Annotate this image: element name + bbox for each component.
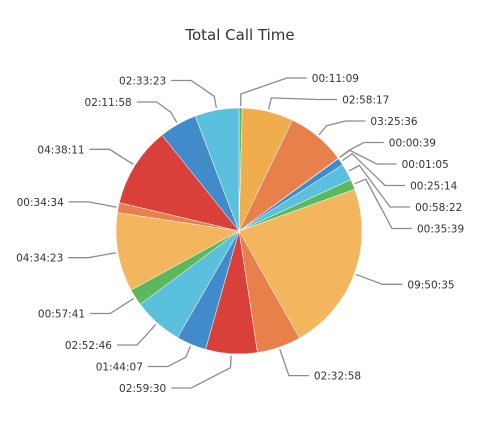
leader-line-3 [339, 141, 384, 158]
slice-label-4: 00:01:05 [402, 159, 449, 171]
pie-leader-lines [68, 77, 412, 389]
leader-line-7 [354, 178, 412, 230]
leader-line-18 [171, 79, 218, 109]
leader-line-15 [68, 201, 117, 208]
leader-line-2 [318, 120, 366, 136]
slice-label-12: 02:52:46 [65, 340, 112, 352]
leader-line-4 [339, 149, 397, 165]
slice-label-17: 02:11:58 [85, 97, 132, 109]
slice-label-7: 00:35:39 [417, 224, 464, 236]
slice-label-0: 00:11:09 [312, 73, 359, 85]
slice-label-10: 02:59:30 [119, 383, 166, 395]
leader-line-0 [240, 77, 307, 107]
slice-label-6: 00:58:22 [415, 202, 462, 214]
slice-label-1: 02:58:17 [342, 95, 389, 107]
slice-label-9: 02:32:58 [314, 371, 361, 383]
slice-label-3: 00:00:39 [389, 138, 436, 150]
leader-line-6 [348, 164, 411, 208]
slice-label-16: 04:38:11 [37, 144, 84, 156]
leader-line-1 [267, 97, 338, 110]
slice-label-11: 01:44:07 [96, 362, 143, 374]
slice-label-8: 09:50:35 [407, 279, 454, 291]
leader-line-17 [136, 101, 178, 123]
pie-labels: 00:11:09 02:58:17 03:25:36 00:00:39 00:01:05… [16, 73, 464, 395]
leader-line-16 [89, 148, 134, 165]
slice-label-18: 02:33:23 [119, 76, 166, 88]
leader-line-12 [117, 323, 157, 346]
leader-line-11 [147, 345, 191, 368]
pie-slice-14 [115, 212, 240, 291]
pie-slice-18 [194, 107, 240, 232]
leader-line-14 [68, 252, 117, 259]
pie-slice-16 [119, 134, 240, 232]
slice-label-15: 00:34:34 [17, 197, 64, 209]
pie-slice-8 [238, 189, 363, 339]
chart-title: Total Call Time [184, 26, 294, 44]
slice-label-2: 03:25:36 [370, 116, 417, 128]
leader-line-10 [171, 355, 232, 389]
pie-slices [115, 107, 363, 355]
leader-line-9 [279, 348, 309, 377]
leader-line-5 [341, 152, 406, 187]
leader-line-8 [355, 273, 403, 285]
slice-label-14: 04:34:23 [16, 253, 63, 265]
slice-label-13: 00:57:41 [38, 309, 85, 321]
leader-line-13 [90, 297, 135, 315]
slice-label-5: 00:25:14 [410, 181, 457, 193]
